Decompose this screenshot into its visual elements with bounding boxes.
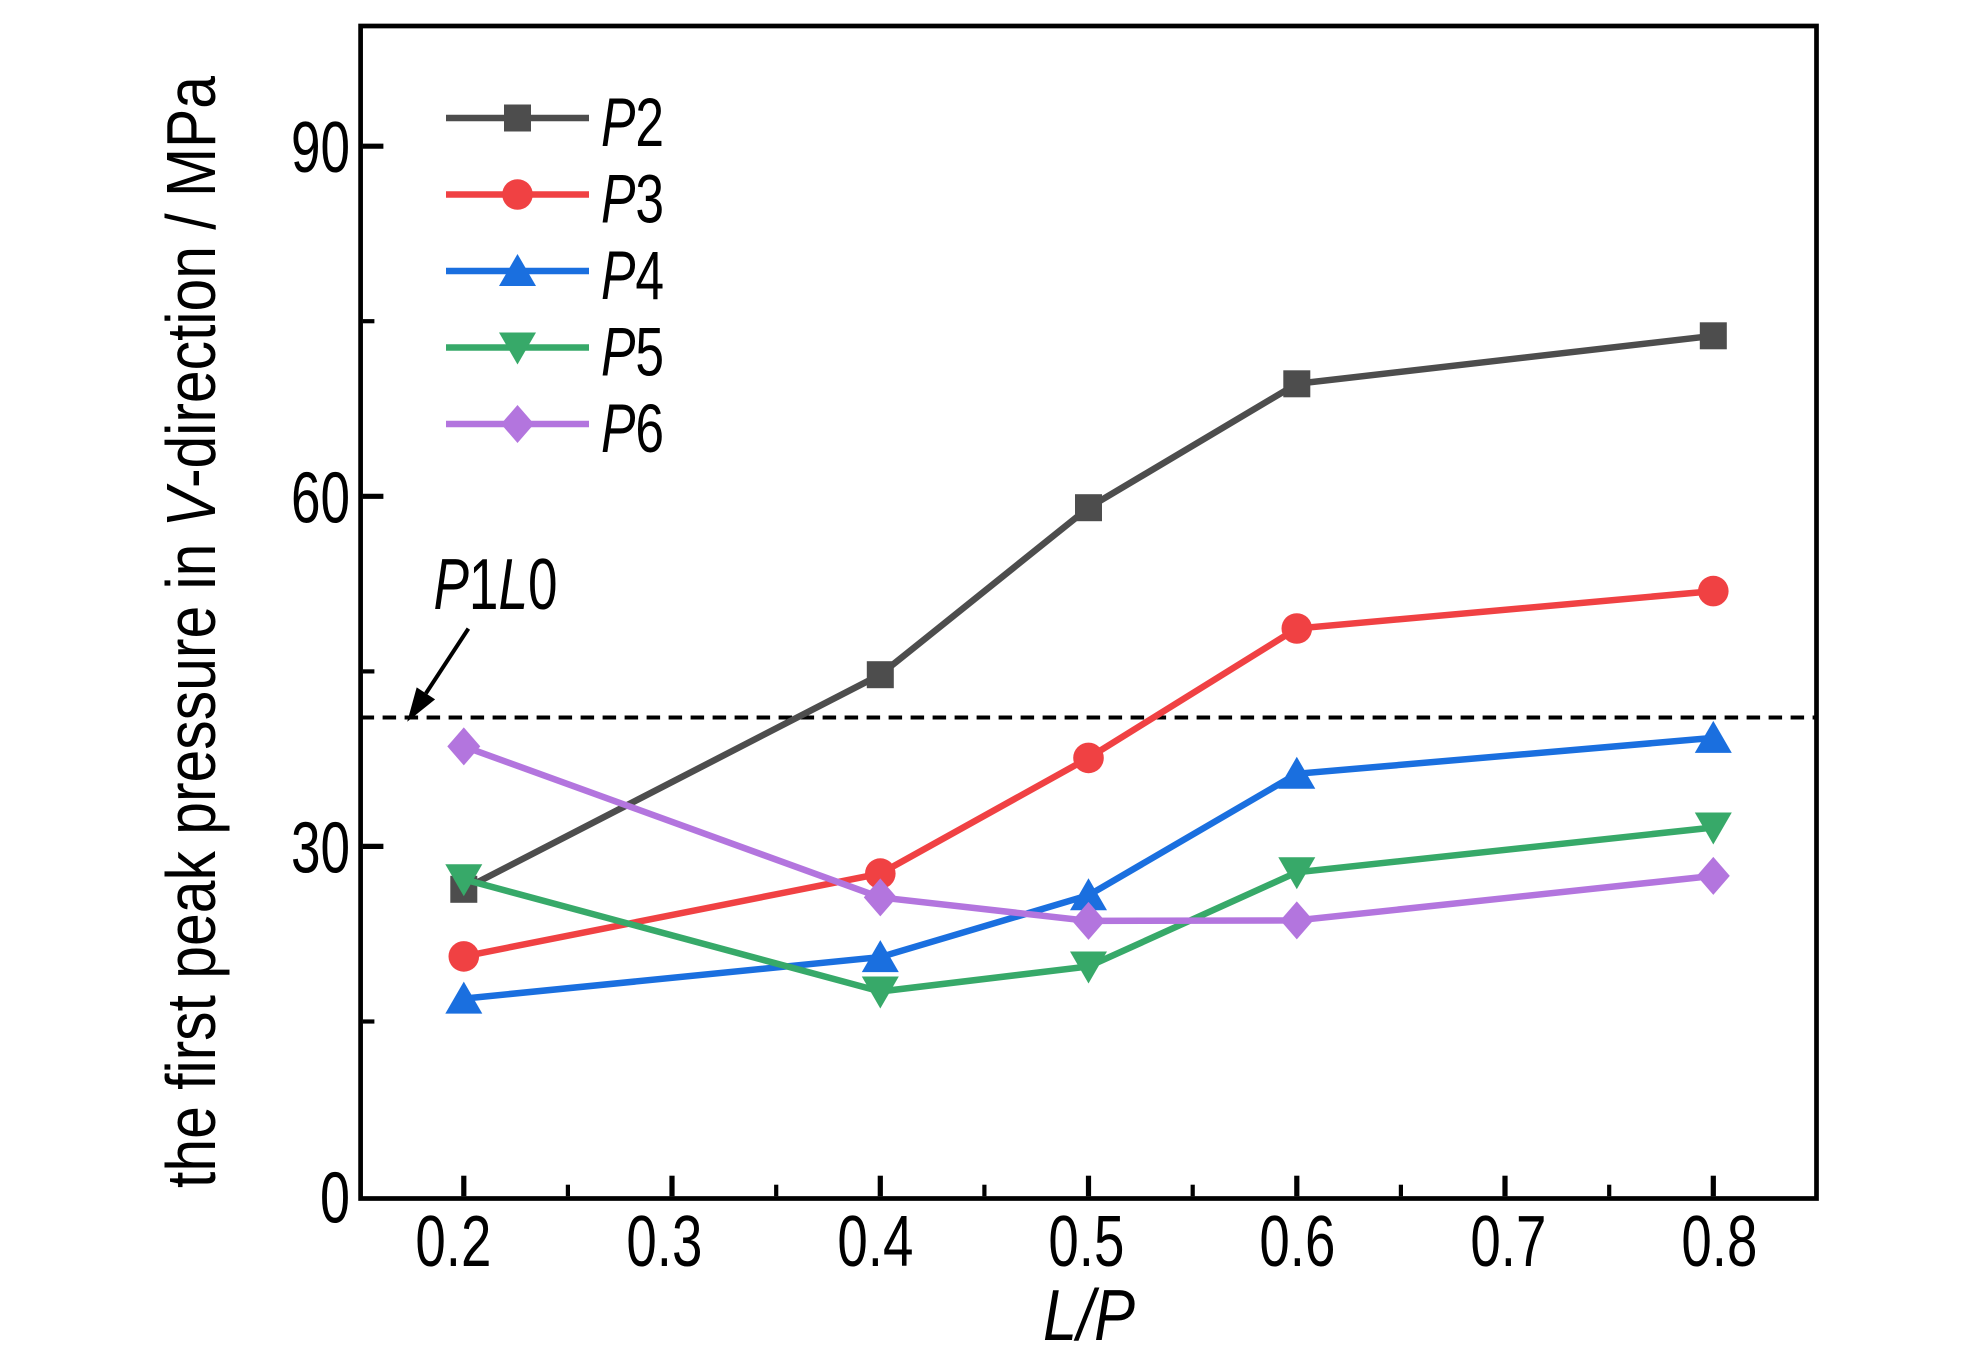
svg-text:0.8: 0.8 (1681, 1202, 1757, 1282)
svg-text:0.5: 0.5 (1048, 1202, 1124, 1282)
svg-text:P5: P5 (601, 314, 664, 391)
svg-text:P6: P6 (601, 390, 664, 467)
svg-text:0.2: 0.2 (415, 1202, 491, 1282)
svg-text:30: 30 (291, 808, 350, 888)
svg-text:P3: P3 (601, 161, 664, 238)
svg-text:P1L0: P1L0 (434, 545, 558, 625)
svg-text:0.3: 0.3 (626, 1202, 702, 1282)
svg-text:P4: P4 (601, 237, 664, 314)
svg-text:P2: P2 (601, 84, 664, 161)
svg-text:0.7: 0.7 (1470, 1202, 1546, 1282)
svg-text:the first peak pressure in V-d: the first peak pressure in V-direction /… (152, 76, 230, 1188)
svg-text:60: 60 (291, 458, 350, 538)
svg-text:L/P: L/P (1043, 1276, 1135, 1346)
svg-text:0.6: 0.6 (1259, 1202, 1335, 1282)
svg-text:0: 0 (320, 1159, 350, 1239)
svg-text:90: 90 (291, 108, 350, 188)
svg-text:0.4: 0.4 (837, 1202, 913, 1282)
